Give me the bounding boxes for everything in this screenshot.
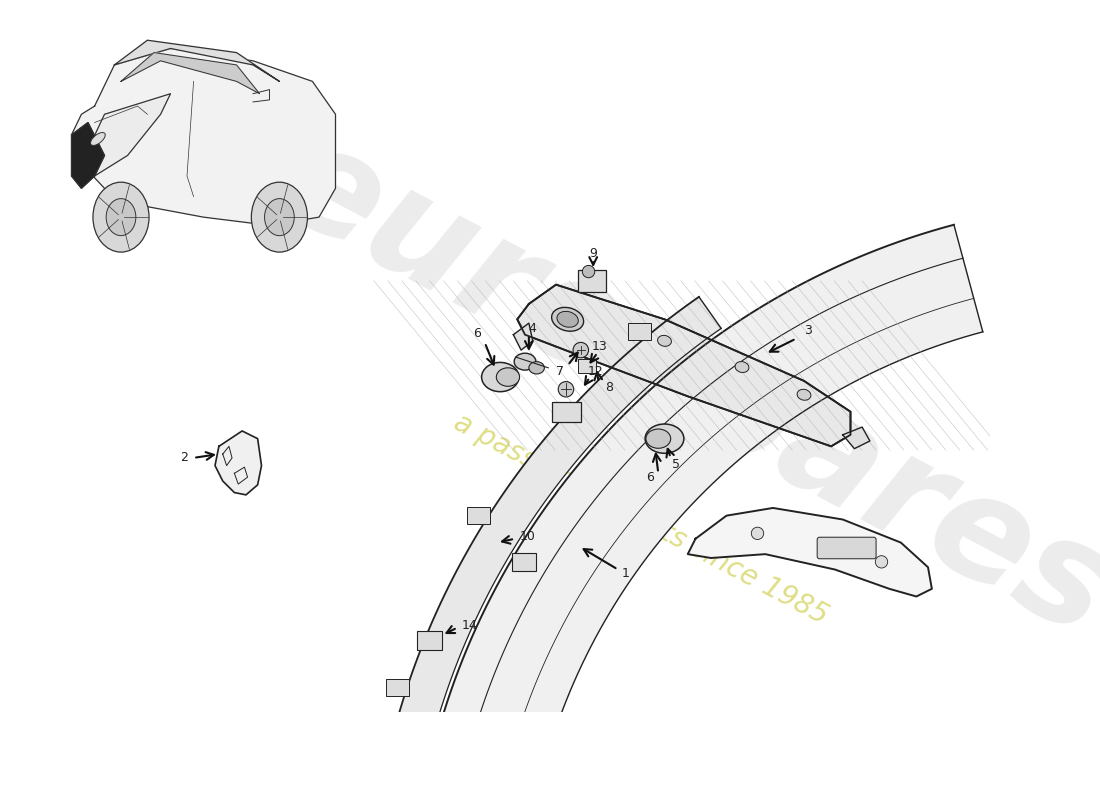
Ellipse shape bbox=[735, 362, 749, 373]
Ellipse shape bbox=[482, 362, 519, 392]
Text: eurospares: eurospares bbox=[255, 110, 1100, 667]
Text: 6: 6 bbox=[473, 326, 481, 340]
Ellipse shape bbox=[253, 202, 306, 231]
Text: 12: 12 bbox=[587, 365, 603, 378]
Ellipse shape bbox=[496, 368, 519, 386]
Ellipse shape bbox=[514, 353, 536, 370]
Polygon shape bbox=[843, 427, 870, 449]
Ellipse shape bbox=[551, 307, 584, 331]
Polygon shape bbox=[121, 53, 260, 94]
Circle shape bbox=[582, 266, 595, 278]
Polygon shape bbox=[688, 508, 932, 597]
Polygon shape bbox=[386, 679, 409, 696]
Polygon shape bbox=[81, 94, 170, 176]
Ellipse shape bbox=[557, 311, 579, 327]
Ellipse shape bbox=[95, 194, 147, 223]
Ellipse shape bbox=[90, 133, 106, 146]
Text: 1: 1 bbox=[621, 567, 629, 580]
Text: a passion for parts since 1985: a passion for parts since 1985 bbox=[450, 409, 833, 630]
Polygon shape bbox=[72, 122, 104, 188]
FancyBboxPatch shape bbox=[512, 553, 537, 571]
Polygon shape bbox=[517, 285, 850, 446]
Ellipse shape bbox=[798, 390, 811, 400]
Text: 3: 3 bbox=[804, 324, 812, 338]
Polygon shape bbox=[72, 49, 336, 226]
Polygon shape bbox=[514, 323, 532, 350]
Text: 14: 14 bbox=[462, 618, 477, 632]
Polygon shape bbox=[114, 40, 279, 82]
FancyBboxPatch shape bbox=[817, 538, 876, 558]
Circle shape bbox=[558, 382, 574, 397]
Polygon shape bbox=[411, 225, 982, 800]
Polygon shape bbox=[628, 323, 651, 340]
FancyBboxPatch shape bbox=[417, 631, 442, 650]
Polygon shape bbox=[466, 507, 490, 524]
Text: 4: 4 bbox=[529, 322, 537, 335]
Ellipse shape bbox=[658, 335, 671, 346]
Circle shape bbox=[264, 198, 295, 236]
Text: 2: 2 bbox=[180, 451, 188, 464]
Circle shape bbox=[876, 556, 888, 568]
Ellipse shape bbox=[645, 424, 684, 454]
Text: 8: 8 bbox=[605, 381, 613, 394]
Polygon shape bbox=[214, 431, 262, 495]
FancyBboxPatch shape bbox=[578, 359, 596, 373]
Text: 5: 5 bbox=[672, 458, 680, 470]
Circle shape bbox=[251, 182, 307, 252]
Circle shape bbox=[106, 198, 136, 236]
Text: 7: 7 bbox=[556, 365, 564, 378]
Polygon shape bbox=[395, 297, 722, 738]
Text: 6: 6 bbox=[647, 470, 654, 484]
Text: 9: 9 bbox=[590, 246, 597, 259]
Ellipse shape bbox=[529, 362, 544, 374]
Circle shape bbox=[92, 182, 150, 252]
Ellipse shape bbox=[646, 429, 671, 448]
Circle shape bbox=[573, 342, 588, 358]
FancyBboxPatch shape bbox=[552, 402, 582, 422]
FancyBboxPatch shape bbox=[578, 270, 606, 291]
Circle shape bbox=[751, 527, 763, 539]
Text: 13: 13 bbox=[592, 340, 608, 353]
Text: 10: 10 bbox=[520, 530, 536, 543]
Circle shape bbox=[821, 540, 834, 553]
